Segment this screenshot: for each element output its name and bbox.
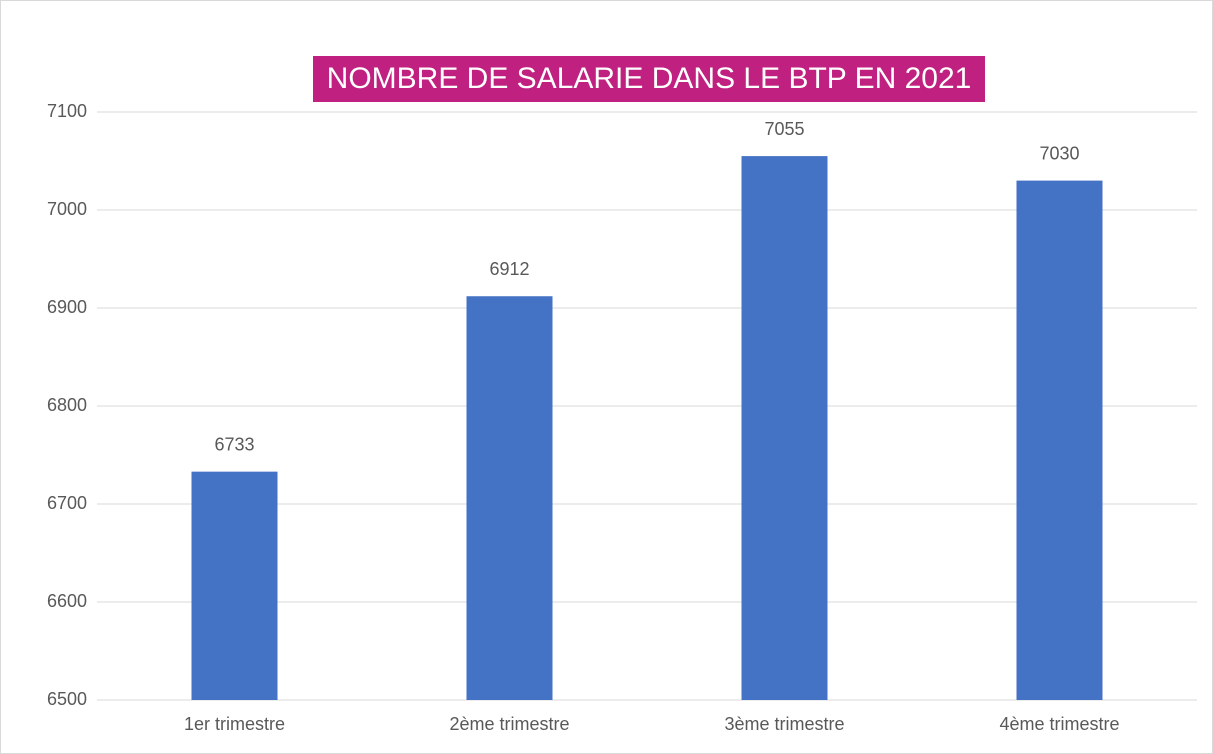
chart-title: NOMBRE DE SALARIE DANS LE BTP EN 2021 — [327, 62, 972, 95]
bar — [1016, 180, 1103, 701]
y-tick-label: 6500 — [47, 689, 87, 709]
x-tick-label: 1er trimestre — [184, 714, 285, 734]
x-tick-label: 4ème trimestre — [999, 714, 1119, 734]
title-background — [313, 56, 985, 102]
bar — [741, 156, 828, 701]
x-tick-label: 3ème trimestre — [724, 714, 844, 734]
y-tick-label: 6600 — [47, 591, 87, 611]
y-tick-label: 6700 — [47, 493, 87, 513]
y-tick-label: 7100 — [47, 101, 87, 121]
data-label: 7055 — [764, 119, 804, 139]
data-label: 7030 — [1039, 143, 1079, 163]
x-tick-label: 2ème trimestre — [449, 714, 569, 734]
data-label: 6912 — [489, 259, 529, 279]
y-tick-label: 6800 — [47, 395, 87, 415]
data-label: 6733 — [214, 434, 254, 454]
y-tick-label: 6900 — [47, 297, 87, 317]
y-tick-label: 7000 — [47, 199, 87, 219]
bar — [191, 471, 278, 700]
bar — [466, 296, 553, 700]
